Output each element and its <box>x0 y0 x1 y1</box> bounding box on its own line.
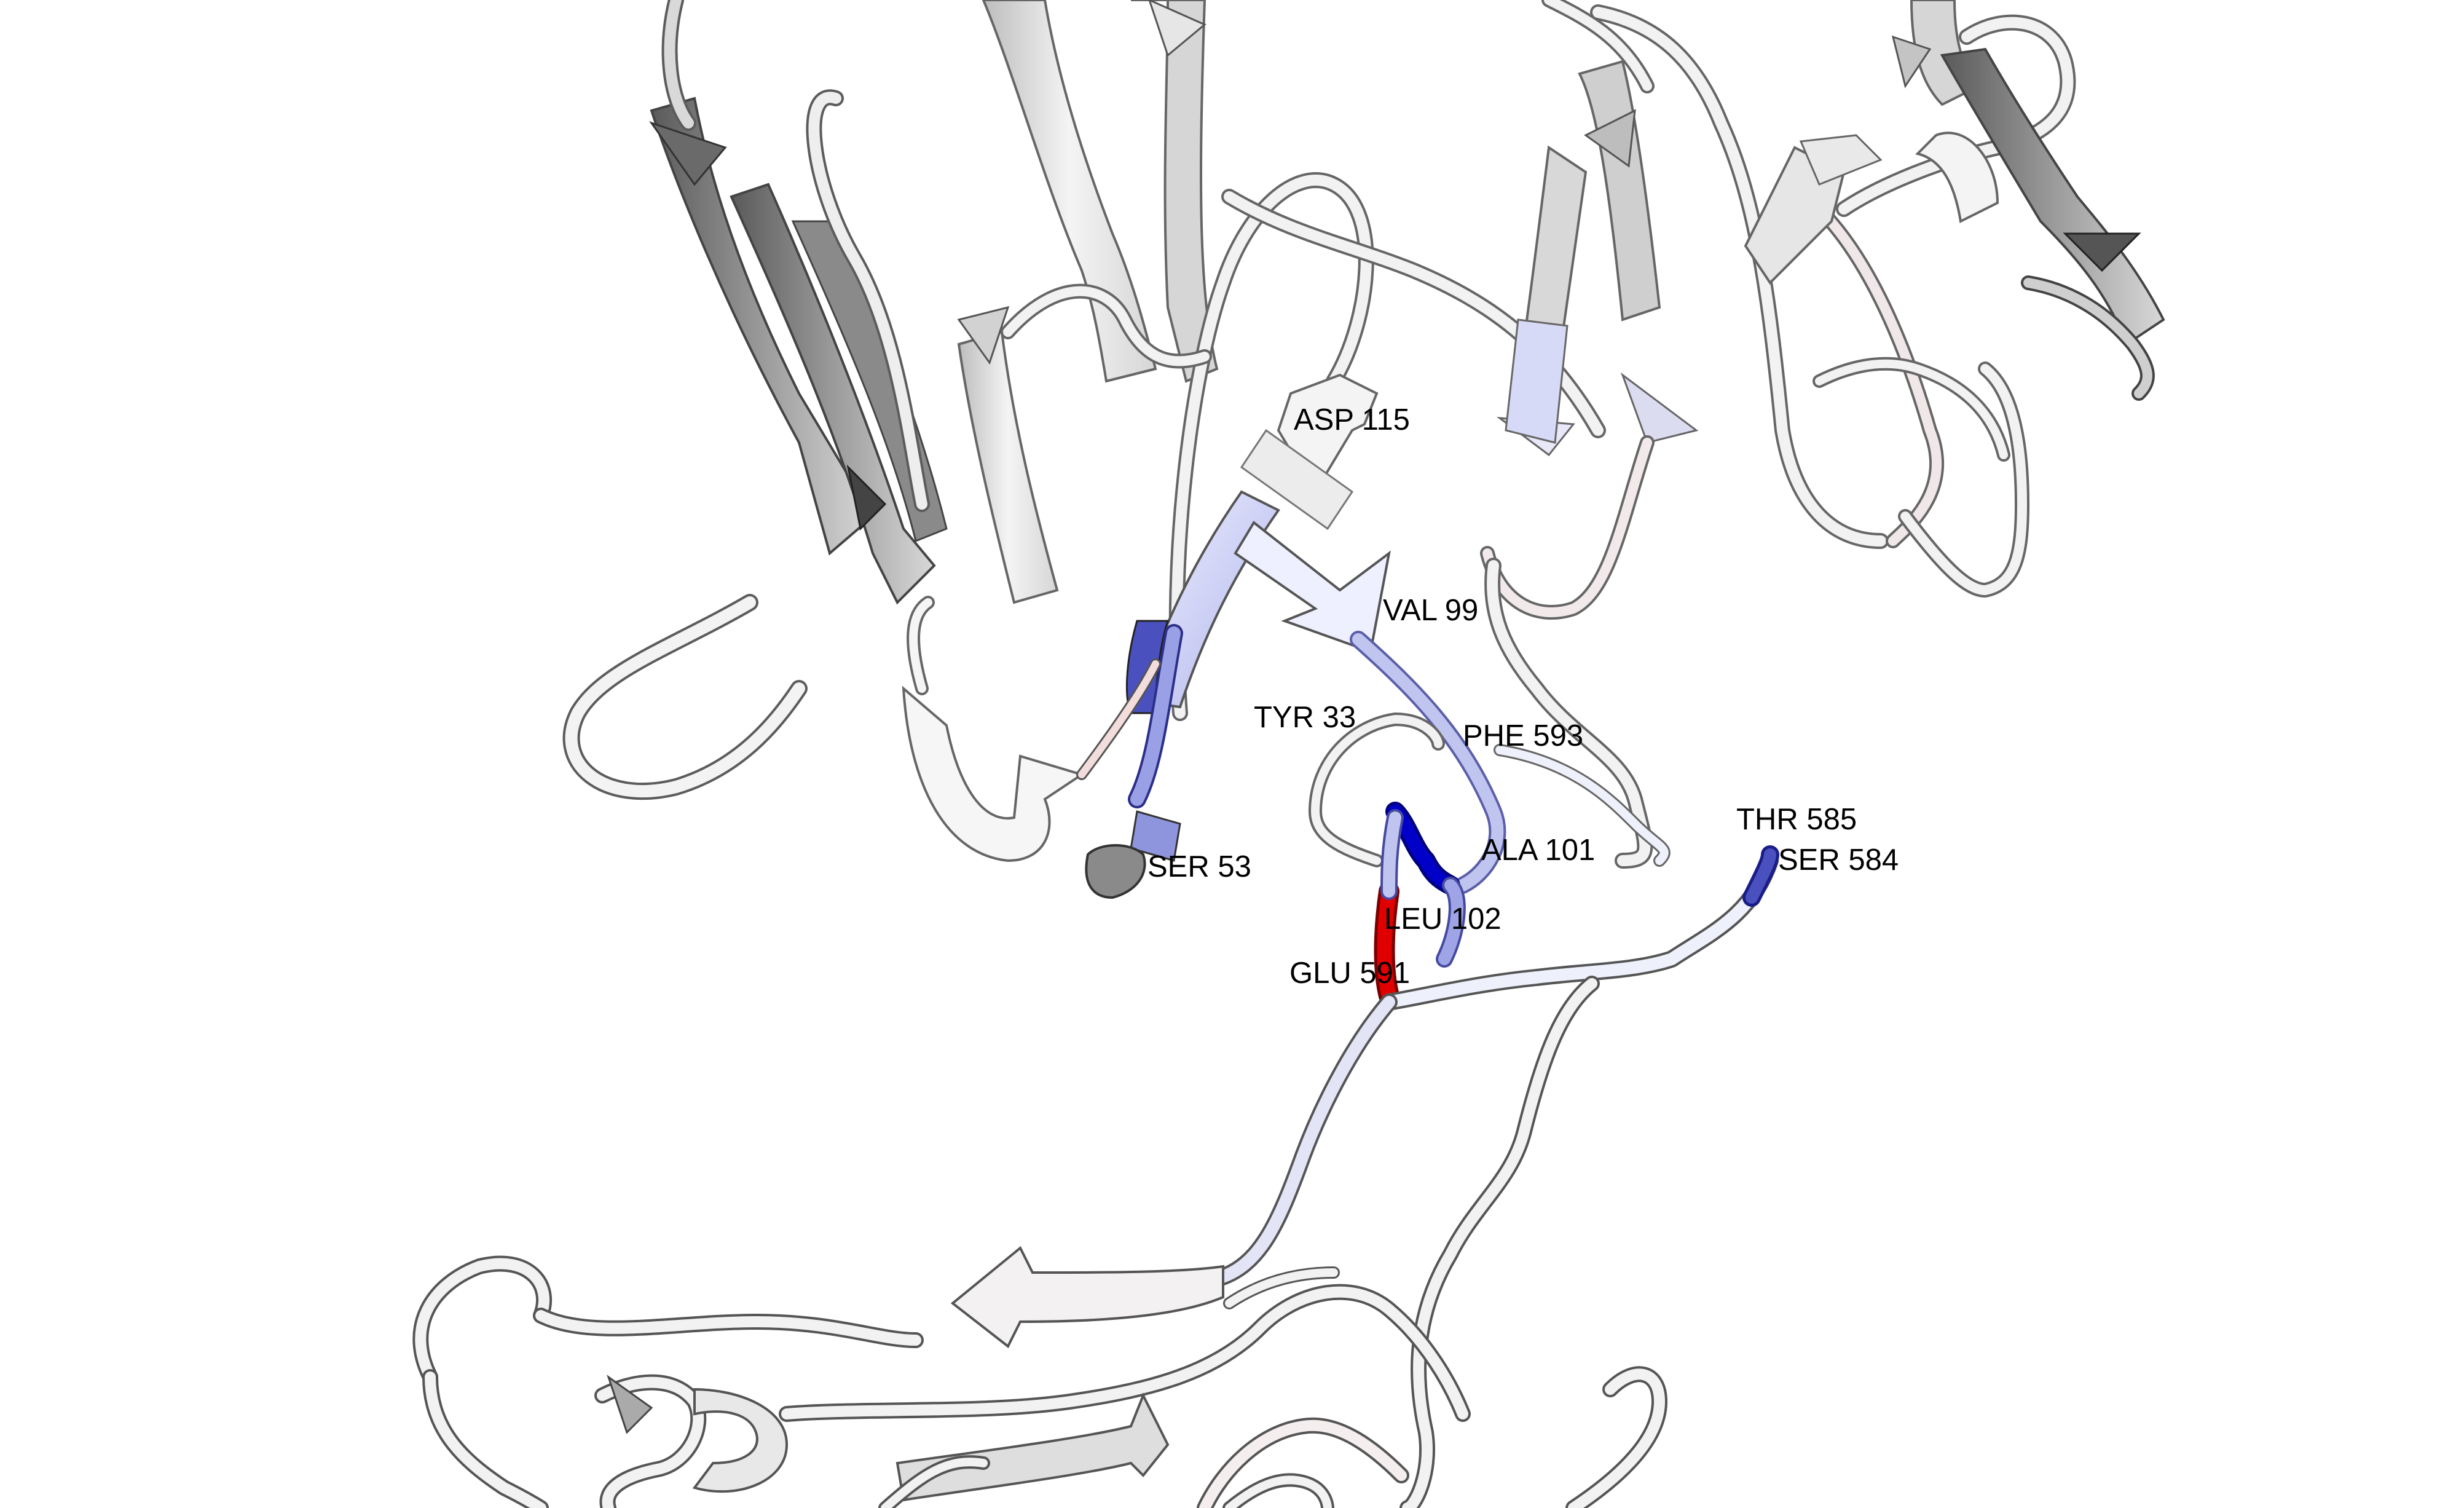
asp115-sheet-arrow <box>1240 373 1379 531</box>
lower-domain <box>412 1245 1667 1508</box>
upper-left-coils <box>562 0 930 800</box>
light-beta-strands-centre <box>902 0 1219 863</box>
label-asp115: ASP 115 <box>1294 403 1410 436</box>
tyr33-loop <box>1309 713 1445 867</box>
label-leu102: LEU 102 <box>1384 902 1502 936</box>
label-thr585: THR 585 <box>1736 803 1857 836</box>
phe593-ala101-loops <box>1350 631 1671 894</box>
label-ser584: SER 584 <box>1778 843 1899 877</box>
dark-beta-strand-left <box>649 97 948 605</box>
leu102-blue-segment <box>1385 802 1466 968</box>
label-ala101: ALA 101 <box>1481 834 1595 867</box>
upper-right-domain <box>1221 0 2165 869</box>
residue-labels: ASP 115 VAL 99 TYR 33 PHE 593 ALA 101 TH… <box>1147 403 1899 990</box>
label-tyr33: TYR 33 <box>1254 701 1356 734</box>
label-phe593: PHE 593 <box>1463 719 1583 752</box>
label-glu591: GLU 591 <box>1289 957 1410 990</box>
upper-domain <box>562 0 2165 1508</box>
ser53-blue-strand <box>1076 620 1183 862</box>
ser53-strand-end <box>1085 844 1146 899</box>
linker-chain <box>1208 845 1779 1508</box>
label-ser53: SER 53 <box>1147 850 1251 883</box>
label-val99: VAL 99 <box>1383 594 1478 627</box>
glu591-red-segment <box>1374 809 1404 1006</box>
